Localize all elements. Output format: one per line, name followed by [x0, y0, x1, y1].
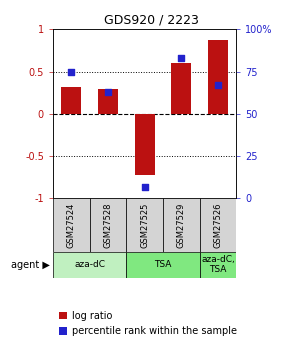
Bar: [171, 63, 191, 114]
Bar: [98, 89, 118, 114]
Point: [179, 55, 184, 61]
Bar: [90, 198, 126, 252]
Point: [216, 82, 221, 88]
Point: [69, 69, 74, 74]
Bar: [126, 198, 163, 252]
Text: GSM27528: GSM27528: [104, 203, 112, 248]
Text: agent ▶: agent ▶: [11, 260, 50, 270]
Text: GSM27524: GSM27524: [67, 203, 76, 248]
Bar: [53, 198, 90, 252]
Bar: [200, 198, 236, 252]
Text: TSA: TSA: [154, 260, 172, 269]
Bar: [126, 252, 200, 278]
Bar: [163, 198, 200, 252]
Text: aza-dC: aza-dC: [74, 260, 105, 269]
Text: log ratio: log ratio: [72, 311, 112, 321]
Text: percentile rank within the sample: percentile rank within the sample: [72, 326, 237, 336]
Point: [105, 89, 110, 95]
Bar: [208, 40, 228, 114]
Text: GSM27525: GSM27525: [140, 203, 149, 248]
Point: [142, 184, 147, 189]
Text: GDS920 / 2223: GDS920 / 2223: [104, 14, 199, 27]
Bar: [53, 252, 126, 278]
Bar: [61, 87, 82, 114]
Text: GSM27529: GSM27529: [177, 203, 186, 248]
Bar: [135, 114, 155, 175]
Bar: [200, 252, 236, 278]
Text: aza-dC,
TSA: aza-dC, TSA: [201, 255, 235, 275]
Text: GSM27526: GSM27526: [214, 203, 222, 248]
